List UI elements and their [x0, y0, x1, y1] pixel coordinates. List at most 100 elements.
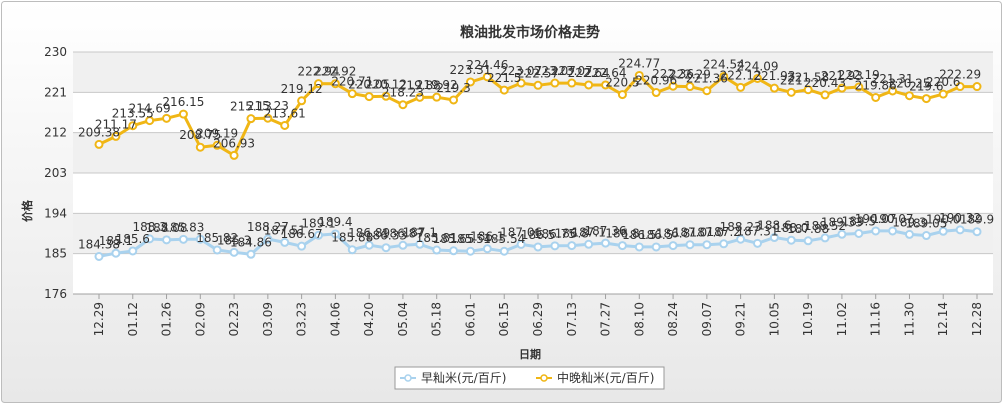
data-point[interactable] [499, 246, 509, 256]
data-point[interactable] [803, 85, 813, 95]
data-point[interactable] [972, 227, 982, 237]
data-point[interactable] [246, 249, 256, 259]
data-point[interactable] [381, 91, 391, 101]
data-point[interactable] [398, 100, 408, 110]
data-point[interactable] [145, 234, 155, 244]
data-point[interactable] [719, 239, 729, 249]
data-point[interactable] [719, 71, 729, 81]
data-point[interactable] [465, 77, 475, 87]
data-point[interactable] [921, 94, 931, 104]
data-point[interactable] [567, 78, 577, 88]
data-point[interactable] [280, 237, 290, 247]
data-point[interactable] [449, 246, 459, 256]
data-point[interactable] [601, 238, 611, 248]
data-point[interactable] [162, 235, 172, 245]
data-point[interactable] [972, 82, 982, 92]
data-point[interactable] [736, 234, 746, 244]
data-point[interactable] [820, 233, 830, 243]
data-point[interactable] [837, 83, 847, 93]
data-point[interactable] [111, 131, 121, 141]
data-point[interactable] [837, 229, 847, 239]
data-point[interactable] [786, 235, 796, 245]
data-point[interactable] [769, 233, 779, 243]
data-point[interactable] [415, 239, 425, 249]
data-point[interactable] [685, 82, 695, 92]
data-point[interactable] [263, 113, 273, 123]
data-point[interactable] [601, 80, 611, 90]
data-point[interactable] [617, 90, 627, 100]
data-point[interactable] [904, 229, 914, 239]
data-point[interactable] [871, 92, 881, 102]
data-point[interactable] [651, 242, 661, 252]
data-point[interactable] [550, 78, 560, 88]
data-point[interactable] [347, 245, 357, 255]
data-point[interactable] [955, 82, 965, 92]
data-point[interactable] [651, 88, 661, 98]
data-point[interactable] [280, 120, 290, 130]
data-point[interactable] [702, 86, 712, 96]
data-point[interactable] [736, 82, 746, 92]
data-point[interactable] [634, 242, 644, 252]
data-point[interactable] [854, 82, 864, 92]
data-point[interactable] [820, 90, 830, 100]
data-point[interactable] [617, 241, 627, 251]
data-point[interactable] [229, 247, 239, 257]
data-point[interactable] [753, 238, 762, 248]
data-point[interactable] [94, 251, 104, 261]
data-point[interactable] [178, 234, 188, 244]
data-point[interactable] [330, 79, 340, 89]
data-point[interactable] [533, 242, 543, 252]
data-point[interactable] [668, 81, 678, 91]
data-point[interactable] [364, 92, 374, 102]
data-point[interactable] [415, 92, 425, 102]
data-point[interactable] [550, 241, 560, 251]
data-point[interactable] [145, 116, 155, 126]
data-point[interactable] [432, 245, 442, 255]
data-point[interactable] [398, 240, 408, 250]
data-point[interactable] [888, 226, 898, 236]
data-point[interactable] [297, 241, 307, 251]
data-point[interactable] [432, 92, 442, 102]
data-point[interactable] [584, 239, 594, 249]
data-point[interactable] [499, 85, 509, 95]
data-point[interactable] [938, 226, 948, 236]
data-point[interactable] [482, 244, 492, 254]
data-point[interactable] [753, 73, 762, 83]
data-point[interactable] [162, 113, 172, 123]
data-point[interactable] [449, 95, 459, 105]
data-point[interactable] [111, 248, 121, 258]
data-point[interactable] [195, 234, 205, 244]
data-point[interactable] [178, 109, 188, 119]
data-point[interactable] [314, 79, 323, 89]
data-point[interactable] [229, 150, 239, 160]
data-point[interactable] [685, 240, 695, 250]
data-point[interactable] [516, 239, 526, 249]
data-point[interactable] [330, 229, 340, 239]
data-point[interactable] [533, 80, 543, 90]
data-point[interactable] [482, 72, 492, 82]
data-point[interactable] [803, 236, 813, 246]
data-point[interactable] [955, 225, 965, 235]
data-point[interactable] [702, 240, 712, 250]
data-point[interactable] [938, 89, 948, 99]
data-point[interactable] [246, 114, 256, 124]
data-point[interactable] [786, 87, 796, 97]
data-point[interactable] [854, 229, 864, 238]
data-point[interactable] [195, 142, 205, 152]
data-point[interactable] [297, 96, 307, 106]
data-point[interactable] [94, 139, 104, 149]
legend[interactable]: 早籼米(元/百斤) 中晚籼米(元/百斤) [394, 366, 665, 390]
data-point[interactable] [314, 230, 323, 240]
data-point[interactable] [921, 231, 931, 241]
data-point[interactable] [888, 86, 898, 96]
data-point[interactable] [634, 70, 644, 80]
data-point[interactable] [584, 80, 594, 90]
data-point[interactable] [128, 121, 138, 131]
data-point[interactable] [516, 78, 526, 88]
legend-item-series-1[interactable]: 早籼米(元/百斤) [400, 371, 506, 385]
data-point[interactable] [567, 241, 577, 251]
data-point[interactable] [769, 83, 779, 93]
data-point[interactable] [871, 226, 881, 236]
data-point[interactable] [668, 241, 678, 251]
legend-item-series-2[interactable]: 中晚籼米(元/百斤) [536, 370, 654, 385]
